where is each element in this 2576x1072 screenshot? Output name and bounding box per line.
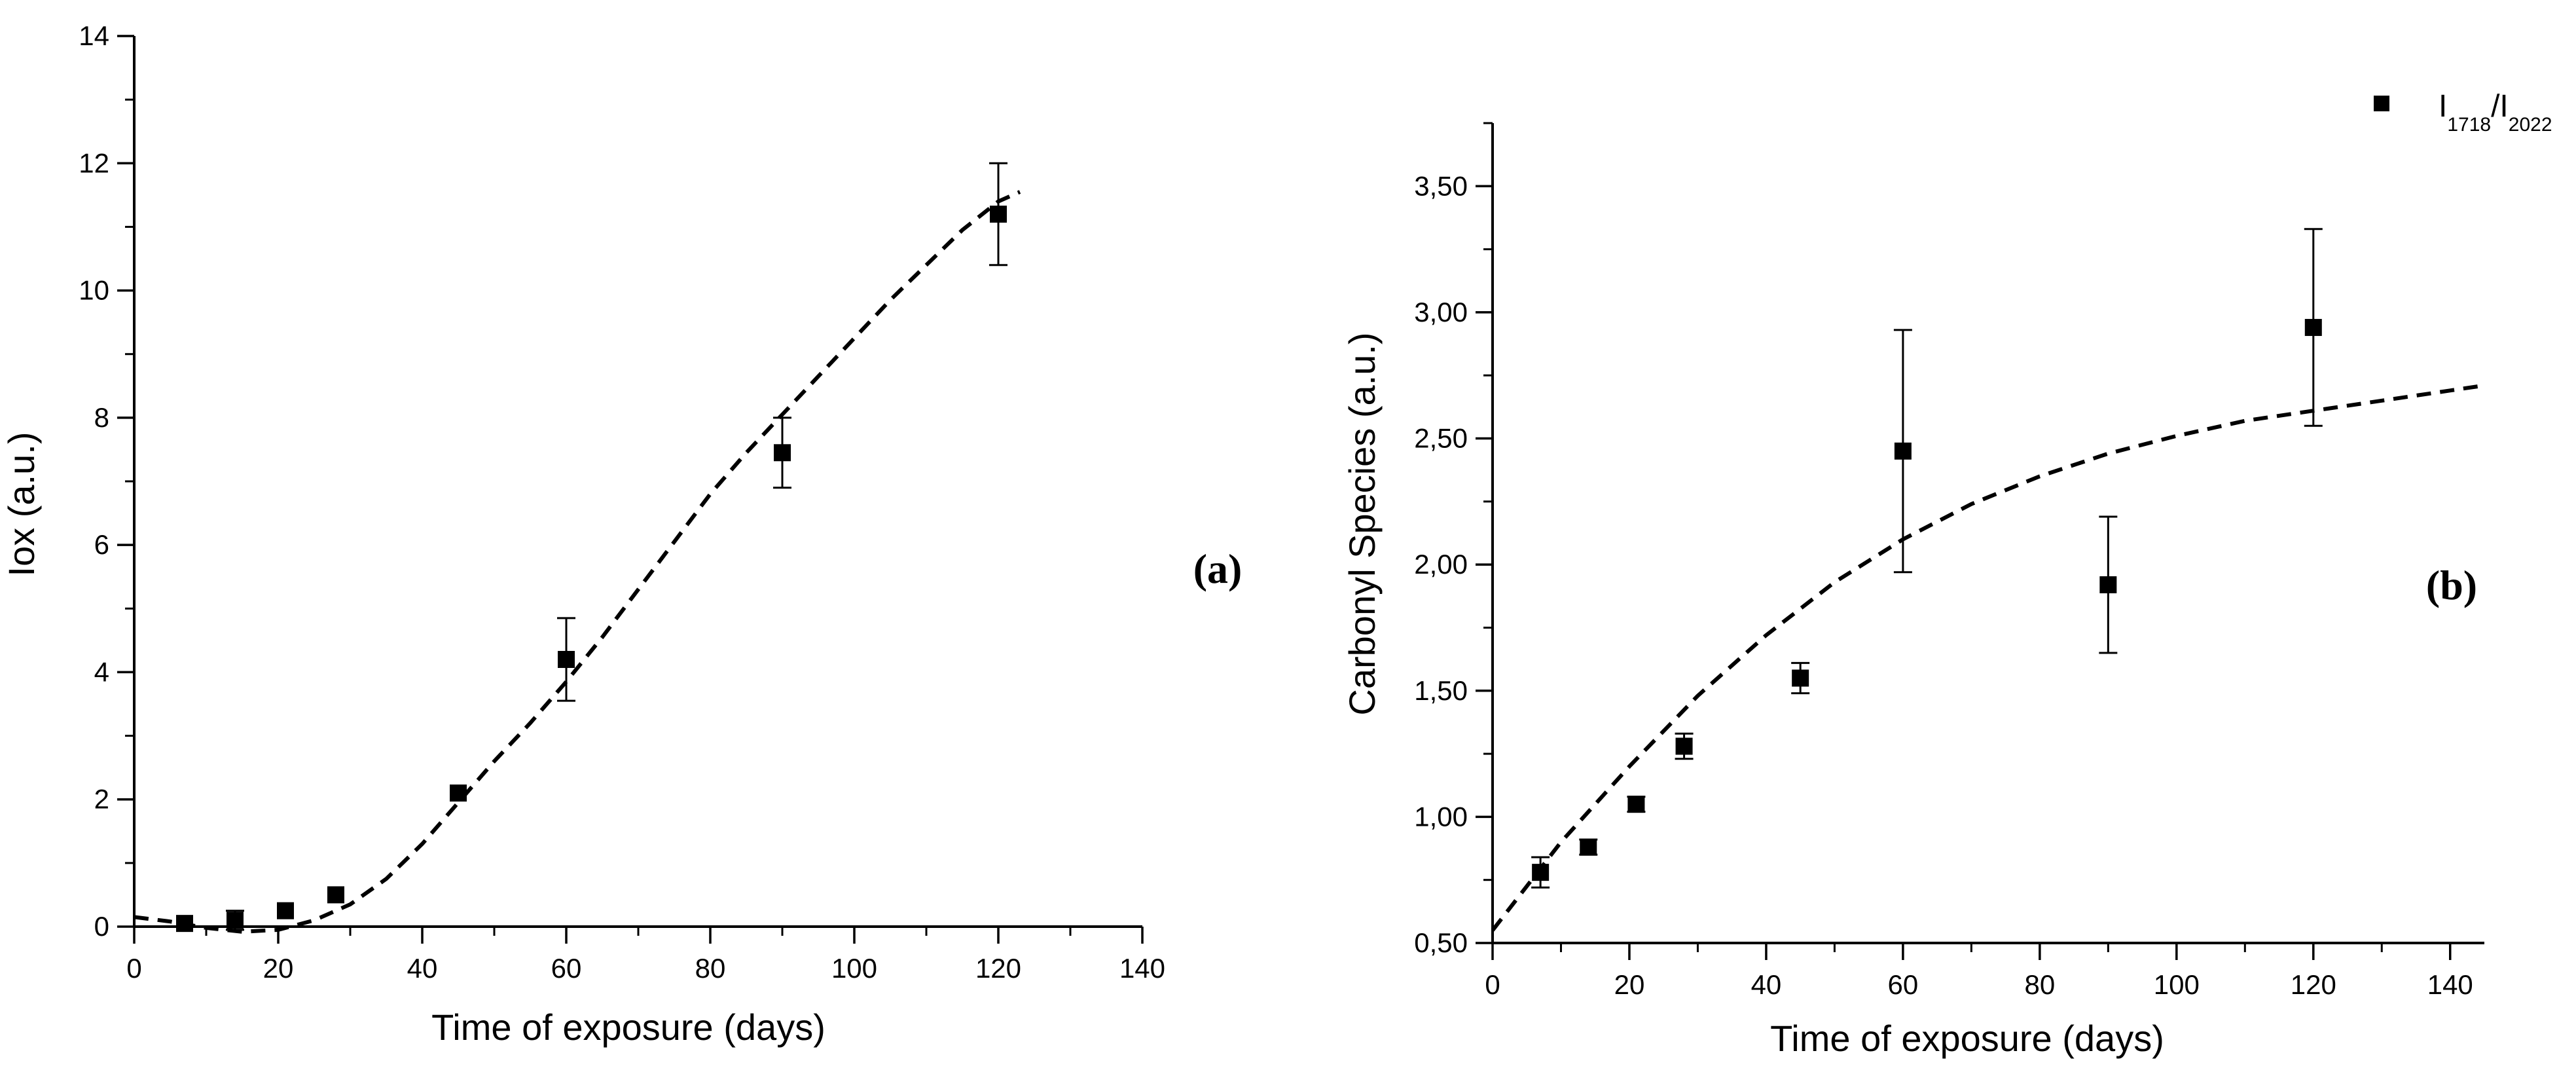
chart-b-x-tick-label: 60 bbox=[1888, 969, 1919, 1000]
chart-b-y-tick-label: 3,50 bbox=[1414, 170, 1468, 201]
chart-b-data-point bbox=[2304, 319, 2322, 337]
chart-a-x-tick-label: 40 bbox=[407, 953, 438, 984]
chart-b-y-tick-label: 1,50 bbox=[1414, 675, 1468, 706]
chart-a-x-tick-label: 120 bbox=[975, 953, 1021, 984]
chart-a-points bbox=[176, 162, 1007, 933]
chart-b-y-tick-label: 1,00 bbox=[1414, 801, 1468, 832]
legend-separator: /I bbox=[2491, 89, 2509, 124]
chart-a-x-axis-title: Time of exposure (days) bbox=[431, 1007, 825, 1048]
legend-base-1: I bbox=[2439, 89, 2447, 124]
chart-a-data-point bbox=[176, 915, 193, 933]
chart-b-panel-label: (b) bbox=[2426, 562, 2477, 608]
chart-a-data-point bbox=[327, 886, 344, 904]
chart-a-ticks: 0 20 40 60 80 100 120 140 0 2 4 6 8 10 12 14 bbox=[79, 20, 1165, 984]
chart-b-y-tick-label: 3,00 bbox=[1414, 297, 1468, 327]
chart-b-data-point bbox=[1580, 838, 1597, 856]
chart-a-data-point bbox=[227, 912, 244, 929]
chart-b: 0 20 40 60 80 100 120 140 0,50 1,00 1,50 2,00 2,50 3,… bbox=[1341, 89, 2552, 1059]
chart-a-data-point bbox=[277, 902, 294, 919]
chart-b-y-tick-label: 2,50 bbox=[1414, 423, 1468, 454]
chart-b-legend: I1718/I2022 bbox=[2374, 89, 2552, 136]
chart-a-data-point bbox=[990, 206, 1007, 223]
chart-a-y-tick-label: 10 bbox=[79, 275, 109, 306]
chart-a-fit bbox=[134, 190, 1021, 934]
chart-a-x-tick-label: 60 bbox=[551, 953, 582, 984]
chart-a-x-tick-label: 0 bbox=[126, 953, 141, 984]
chart-b-y-tick-label: 2,00 bbox=[1414, 549, 1468, 580]
chart-a-axes bbox=[133, 36, 1142, 928]
chart-b-x-tick-label: 20 bbox=[1614, 969, 1645, 1000]
chart-a-data-point bbox=[774, 444, 791, 462]
chart-a-y-tick-label: 8 bbox=[94, 402, 109, 433]
chart-a-x-tick-label: 80 bbox=[695, 953, 726, 984]
chart-b-x-tick-label: 40 bbox=[1751, 969, 1782, 1000]
legend-marker bbox=[2374, 96, 2389, 111]
chart-b-data-point bbox=[1675, 737, 1693, 755]
chart-a: 0 20 40 60 80 100 120 140 0 2 4 6 8 10 12 14 Time of ex… bbox=[1, 20, 1242, 1048]
chart-a-y-tick-label: 12 bbox=[79, 147, 109, 178]
chart-b-fit bbox=[1491, 383, 2485, 932]
chart-b-data-point bbox=[1792, 669, 1809, 687]
chart-b-x-tick-label: 120 bbox=[2291, 969, 2336, 1000]
chart-b-data-point bbox=[2099, 576, 2117, 593]
chart-b-points bbox=[1531, 228, 2323, 889]
chart-b-x-tick-label: 0 bbox=[1485, 969, 1500, 1000]
chart-b-data-point bbox=[1532, 864, 1550, 881]
chart-a-data-point bbox=[450, 785, 467, 802]
chart-a-data-point bbox=[558, 651, 575, 668]
chart-a-fit-curve bbox=[134, 190, 1021, 934]
chart-a-y-tick-label: 2 bbox=[94, 784, 109, 815]
chart-a-y-axis-title: Iox (a.u.) bbox=[1, 432, 42, 577]
chart-a-x-tick-label: 100 bbox=[831, 953, 877, 984]
legend-sub-1: 1718 bbox=[2447, 114, 2491, 136]
chart-b-ticks: 0 20 40 60 80 100 120 140 0,50 1,00 1,50 2,00 2,50 3,… bbox=[1414, 122, 2473, 1000]
legend-label: I1718/I2022 bbox=[2439, 89, 2552, 136]
chart-a-x-tick-label: 20 bbox=[263, 953, 294, 984]
chart-b-x-tick-label: 100 bbox=[2154, 969, 2200, 1000]
chart-a-y-tick-label: 4 bbox=[94, 656, 109, 687]
chart-b-data-point bbox=[1627, 796, 1645, 813]
legend-sub-2: 2022 bbox=[2509, 114, 2552, 136]
chart-b-y-axis-title: Carbonyl Species (a.u.) bbox=[1341, 332, 1383, 715]
chart-a-panel-label: (a) bbox=[1193, 545, 1243, 592]
chart-b-x-tick-label: 140 bbox=[2427, 969, 2473, 1000]
chart-a-y-tick-label: 6 bbox=[94, 529, 109, 560]
chart-a-y-tick-label: 14 bbox=[79, 20, 109, 51]
chart-b-x-axis-title: Time of exposure (days) bbox=[1770, 1018, 2164, 1059]
chart-b-fit-curve bbox=[1491, 383, 2485, 932]
chart-b-x-tick-label: 80 bbox=[2025, 969, 2056, 1000]
chart-b-data-point bbox=[1894, 442, 1912, 460]
chart-a-y-tick-label: 0 bbox=[94, 911, 109, 942]
chart-b-axes bbox=[1491, 123, 2484, 944]
chart-b-y-tick-label: 0,50 bbox=[1414, 927, 1468, 958]
chart-a-x-tick-label: 140 bbox=[1119, 953, 1165, 984]
